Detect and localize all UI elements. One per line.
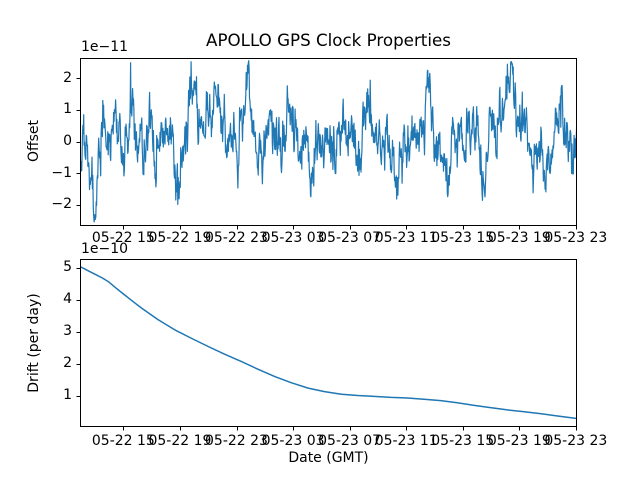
x-tick-label: 05-22 23 — [205, 230, 268, 246]
x-tick-label: 05-23 19 — [487, 230, 551, 246]
y-tick-label: 4 — [63, 291, 72, 308]
axes-frame — [80, 259, 577, 427]
x-tick-label: 05-22 23 — [205, 432, 268, 449]
x-tick-label: 05-23 23 — [544, 230, 608, 246]
x-tick-label: 05-23 03 — [261, 432, 325, 449]
y-tick-label: 2 — [63, 69, 72, 86]
x-tick-label: 05-23 11 — [374, 230, 438, 246]
x-tick-label: 05-23 23 — [544, 432, 608, 449]
offset-series-line — [80, 60, 577, 223]
x-tick-label: 05-23 03 — [261, 230, 325, 246]
x-tick-label: 05-22 15 — [91, 230, 155, 246]
y-tick-label: 0 — [63, 133, 72, 149]
x-tick-label: 05-23 15 — [431, 432, 495, 449]
x-tick-label: 05-23 15 — [431, 230, 495, 246]
x-tick-label: 05-22 15 — [91, 432, 155, 449]
top-y-scale-exponent: 1e−11 — [81, 39, 129, 55]
x-tick-label: 05-23 19 — [487, 432, 551, 449]
x-tick-label: 05-22 19 — [148, 432, 212, 449]
y-tick-label: −2 — [51, 196, 72, 213]
x-tick-label: 05-22 19 — [148, 230, 212, 246]
x-tick-label: 05-23 11 — [374, 432, 438, 449]
bottom-y-scale-exponent: 1e−10 — [81, 241, 129, 257]
y-tick-label: 3 — [63, 323, 72, 340]
y-tick-label: −1 — [51, 164, 72, 181]
x-tick-label: 05-23 07 — [318, 230, 382, 246]
y-tick-label: 1 — [63, 387, 72, 404]
y-tick-label: 5 — [63, 259, 72, 276]
x-tick-label: 05-23 07 — [318, 432, 382, 449]
y-tick-label: 2 — [63, 355, 72, 372]
x-axis-label: Date (GMT) — [288, 450, 369, 466]
axes-frame — [80, 58, 577, 226]
y-tick-label: 1 — [63, 101, 72, 118]
chart-title: APOLLO GPS Clock Properties — [206, 30, 451, 50]
drift-series-line — [80, 265, 577, 420]
